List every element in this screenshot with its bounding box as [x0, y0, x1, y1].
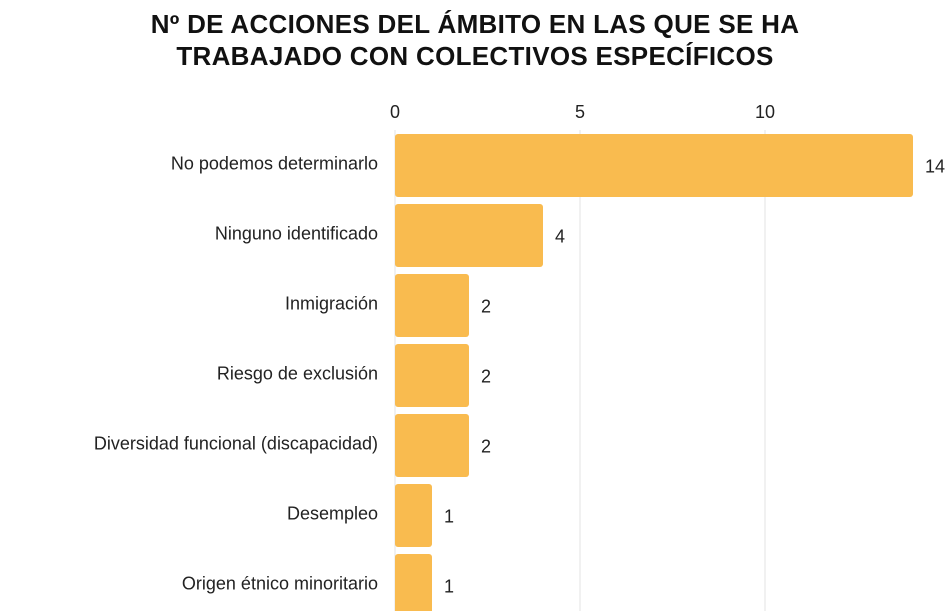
value-label: 1 [444, 576, 454, 596]
y-tick-label: Desempleo [287, 503, 378, 523]
y-tick-label: No podemos determinarlo [171, 153, 378, 173]
value-label: 4 [555, 226, 565, 246]
y-tick-label: Ninguno identificado [215, 223, 378, 243]
bar [395, 344, 469, 407]
bar [395, 134, 913, 197]
bar [395, 484, 432, 547]
value-label: 14 [925, 156, 945, 176]
x-tick-label: 5 [575, 102, 585, 122]
value-label: 1 [444, 506, 454, 526]
value-label: 2 [481, 296, 491, 316]
y-tick-label: Riesgo de exclusión [217, 363, 378, 383]
bar [395, 204, 543, 267]
y-tick-label: Diversidad funcional (discapacidad) [94, 433, 378, 453]
value-label: 2 [481, 366, 491, 386]
y-tick-label: Origen étnico minoritario [182, 573, 378, 593]
x-tick-label: 0 [390, 102, 400, 122]
y-tick-label: Inmigración [285, 293, 378, 313]
bar [395, 274, 469, 337]
value-label: 2 [481, 436, 491, 456]
x-tick-label: 10 [755, 102, 775, 122]
bar [395, 554, 432, 611]
chart-title: Nº DE ACCIONES DEL ÁMBITO EN LAS QUE SE … [150, 9, 800, 71]
bar [395, 414, 469, 477]
